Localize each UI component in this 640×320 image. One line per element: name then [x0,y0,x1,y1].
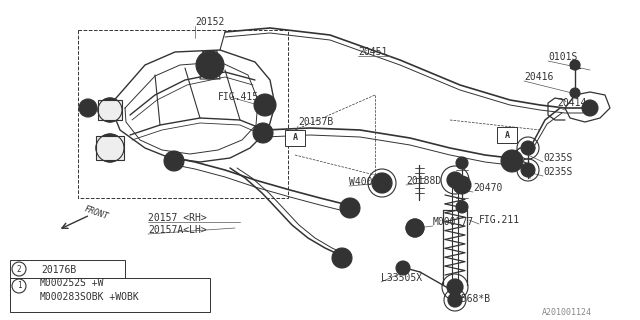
Circle shape [521,163,535,177]
Bar [497,127,517,143]
Text: 1: 1 [17,282,21,291]
Text: 20416: 20416 [524,72,554,82]
Circle shape [447,172,463,188]
Circle shape [253,123,273,143]
Text: FRONT: FRONT [83,204,109,221]
Circle shape [164,151,184,171]
Circle shape [254,94,276,116]
Text: 20152: 20152 [195,17,225,27]
Text: W400004: W400004 [349,177,390,187]
Circle shape [396,261,410,275]
Circle shape [98,98,122,122]
Circle shape [372,173,392,193]
Circle shape [447,279,463,295]
Text: FIG.415: FIG.415 [218,92,259,102]
Text: 1: 1 [413,223,417,233]
Circle shape [448,293,462,307]
Text: 20157 <RH>: 20157 <RH> [148,213,207,223]
Text: M000177: M000177 [433,217,474,227]
Text: A201001124: A201001124 [542,308,592,317]
Text: 20568*B: 20568*B [449,294,490,304]
Text: L33505X: L33505X [381,273,422,283]
Bar [285,130,305,146]
Text: 20188D: 20188D [406,176,441,186]
Text: 2: 2 [17,265,21,274]
Text: 20470: 20470 [473,183,502,193]
Text: S +W: S +W [80,278,104,288]
Circle shape [96,134,124,162]
Circle shape [570,88,580,98]
Circle shape [521,141,535,155]
Bar [10,278,210,312]
Bar [96,136,124,160]
Text: A: A [292,133,298,142]
Circle shape [340,198,360,218]
Circle shape [453,176,471,194]
Bar [98,100,122,120]
Circle shape [456,157,468,169]
Text: 0235S: 0235S [543,153,572,163]
Bar [10,260,125,278]
Circle shape [196,51,224,79]
Circle shape [570,60,580,70]
Circle shape [406,219,424,237]
Circle shape [582,100,598,116]
Text: 2: 2 [86,103,90,113]
Bar [78,30,288,198]
Text: 20157A<LH>: 20157A<LH> [148,225,207,235]
Text: 20176B: 20176B [41,265,76,275]
Text: 20414: 20414 [557,98,586,108]
Text: 20157B: 20157B [298,117,333,127]
Text: A: A [504,131,509,140]
Text: M000283: M000283 [40,292,81,302]
Text: FIG.211: FIG.211 [479,215,520,225]
Circle shape [79,99,97,117]
Text: 20451: 20451 [358,47,387,57]
Circle shape [501,150,523,172]
Text: M000252: M000252 [40,278,81,288]
Text: 0235S: 0235S [543,167,572,177]
Text: 0101S: 0101S [548,52,577,62]
Circle shape [332,248,352,268]
Circle shape [456,201,468,213]
Text: SOBK +WOBK: SOBK +WOBK [80,292,139,302]
Text: 1: 1 [460,180,464,189]
